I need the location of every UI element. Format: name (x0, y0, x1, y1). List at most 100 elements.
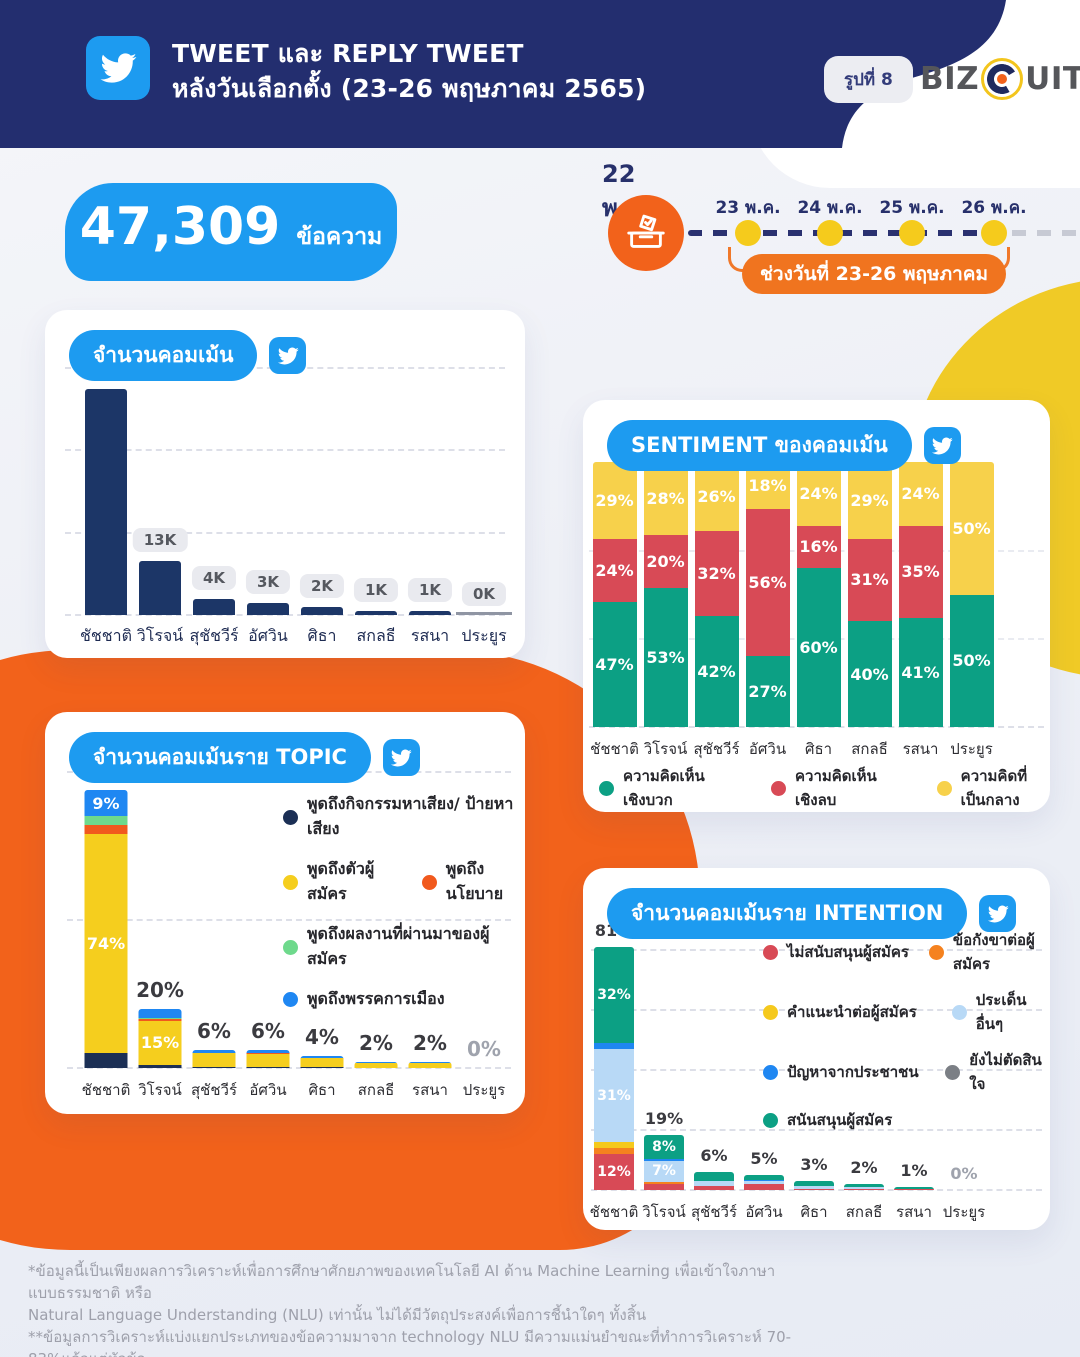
card-sentiment-title: SENTIMENT ของคอมเม้น (607, 420, 912, 471)
legend-dot-icon (763, 944, 778, 960)
stacked-bar: 47% 24% 29% (592, 462, 637, 727)
card-sentiment: SENTIMENT ของคอมเม้น 47% 24% 29% ชัชชาติ 53%… (583, 400, 1050, 812)
stacked-bar (300, 1056, 344, 1068)
segment-3 (794, 1186, 834, 1189)
legend-dot-icon (936, 780, 952, 796)
legend-row: ไม่สนับสนุนผู้สมัคร ข้อกังขาต่อผู้สมัคร (763, 928, 1050, 976)
segment-label: 31% (850, 570, 889, 590)
bar-total-label: 1% (900, 1161, 928, 1180)
x-axis-label: อัศวิน (745, 1203, 783, 1221)
segment-1: 31% (847, 538, 892, 621)
timeline-date-label: 24 พ.ค. (797, 198, 863, 218)
chart-column: 2% รสนา (403, 772, 457, 1099)
legend-dot-icon (763, 1004, 778, 1020)
legend-dot-icon (599, 780, 614, 796)
segment-2: 29% (592, 462, 637, 539)
footer-line: **ข้อมูลการวิเคราะห์แบ่งแยกประเภทของข้อค… (28, 1328, 792, 1357)
timeline-dashed-line (688, 230, 1010, 236)
segment-0 (794, 1188, 834, 1190)
sentiment-plot: 47% 24% 29% ชัชชาติ 53% 20% 28% วิโรจน์ 42% 32% 26… (583, 462, 1050, 758)
chart-column: 55Kชัชชาติ (78, 355, 134, 645)
segment-label: 42% (697, 661, 736, 681)
timeline-date-label: 26 พ.ค. (961, 198, 1027, 218)
x-axis-label: ศิธา (804, 740, 833, 758)
chart-column: 27% 56% 18% อัศวิน (742, 462, 793, 758)
x-axis-label: รสนา (412, 1081, 448, 1099)
stacked-bar (894, 1187, 934, 1190)
stacked-bar (794, 1181, 834, 1190)
legend-row: ปัญหาจากประชาชน ยังไม่ตัดสินใจ (763, 1048, 1050, 1096)
x-axis-label: วิโรจน์ (136, 626, 184, 645)
segment-0 (894, 1189, 934, 1190)
segment-3 (138, 1017, 182, 1020)
segment-label: 47% (595, 655, 634, 675)
timeline-date-label: 23 พ.ค. (715, 198, 781, 218)
stacked-bar (408, 1062, 452, 1068)
segment-6 (744, 1175, 784, 1180)
segment-2 (138, 1019, 182, 1021)
chart-column: 41% 35% 24% รสนา (895, 462, 946, 758)
gridline-40 (65, 449, 505, 452)
segment-label: 12% (597, 1164, 631, 1180)
gridline-20 (591, 1129, 1042, 1131)
legend-item: พูดถึงพรรคการเมือง (283, 987, 445, 1012)
segment-1: 16% (796, 525, 841, 568)
chart-column: 50% 50% ประยูร (946, 462, 997, 758)
legend-label: คำแนะนำต่อผู้สมัคร (787, 1003, 917, 1021)
bar-total-label: 3% (800, 1155, 828, 1174)
segment-2: 24% (898, 462, 943, 526)
segment-6 (694, 1172, 734, 1181)
twitter-badge-icon (979, 895, 1017, 932)
footer-line: *ข้อมูลนี้เป็นเพียงผลการวิเคราะห์เพื่อกา… (28, 1262, 776, 1302)
footer-line: Natural Language Understanding (NLU) เท่… (28, 1306, 647, 1324)
segment-6 (894, 1187, 934, 1190)
segment-0: 40% (847, 621, 892, 727)
legend-label: ความคิดเห็นเชิงบวก (623, 767, 705, 809)
bar-total-label: 20% (136, 977, 184, 1002)
chart-column: 4% ศิธา (295, 772, 349, 1099)
segment-0 (300, 1067, 344, 1068)
segment-3: 31% (594, 1049, 634, 1142)
bar-total-label: 2% (413, 1031, 447, 1056)
gridline-40 (591, 1069, 1042, 1071)
chart-column: 0K ประยูร (456, 368, 512, 645)
card-intention-header: จำนวนคอมเม้นราย INTENTION (607, 888, 1017, 939)
segment-label: 15% (140, 1033, 180, 1053)
segment-1: 74% (84, 834, 128, 1054)
x-axis-label: สกลธี (356, 626, 396, 645)
segment-6 (794, 1181, 834, 1187)
legend-label: ความคิดที่เป็นกลาง (960, 767, 1028, 809)
segment-label: 32% (597, 987, 631, 1003)
segment-2 (84, 825, 128, 835)
legend-item: คำแนะนำต่อผู้สมัคร (763, 988, 952, 1036)
legend-dot-icon (283, 939, 298, 955)
card-sentiment-header: SENTIMENT ของคอมเม้น (607, 420, 961, 471)
segment-2: 29% (847, 462, 892, 539)
segment-2: 24% (796, 462, 841, 526)
segment-3 (84, 816, 128, 826)
segment-label: 28% (646, 489, 685, 509)
bar-total-label: 19% (644, 1108, 684, 1128)
header: TWEET และ REPLY TWEET หลังวันเลือกตั้ง (… (0, 0, 1080, 150)
bar-total-label: 6% (197, 1019, 231, 1044)
segment-0: 27% (745, 656, 790, 727)
legend-label: ข้อกังขาต่อผู้สมัคร (952, 931, 1035, 973)
segment-label: 18% (748, 476, 787, 496)
ballot-box-icon (608, 195, 684, 271)
bizcuit-c-icon (981, 58, 1024, 100)
gridline-80 (591, 949, 1042, 951)
segment-label: 40% (850, 664, 889, 684)
stacked-bar (694, 1172, 734, 1190)
segment-4 (246, 1050, 290, 1053)
x-axis-label: ชัชชาติ (589, 1203, 639, 1221)
segment-6 (844, 1184, 884, 1187)
x-axis-label: วิโรจน์ (643, 740, 688, 758)
segment-1: 32% (694, 530, 739, 616)
legend-row: สนันสนุนผู้สมัคร (763, 1108, 1050, 1132)
page-title: TWEET และ REPLY TWEET หลังวันเลือกตั้ง (… (172, 36, 646, 106)
stacked-bar: 15% (138, 1008, 182, 1068)
x-axis-label: ประยูร (462, 1081, 506, 1099)
segment-0 (192, 1066, 236, 1068)
card-intention: จำนวนคอมเม้นราย INTENTION 12%31%32%81%ชั… (583, 868, 1050, 1230)
